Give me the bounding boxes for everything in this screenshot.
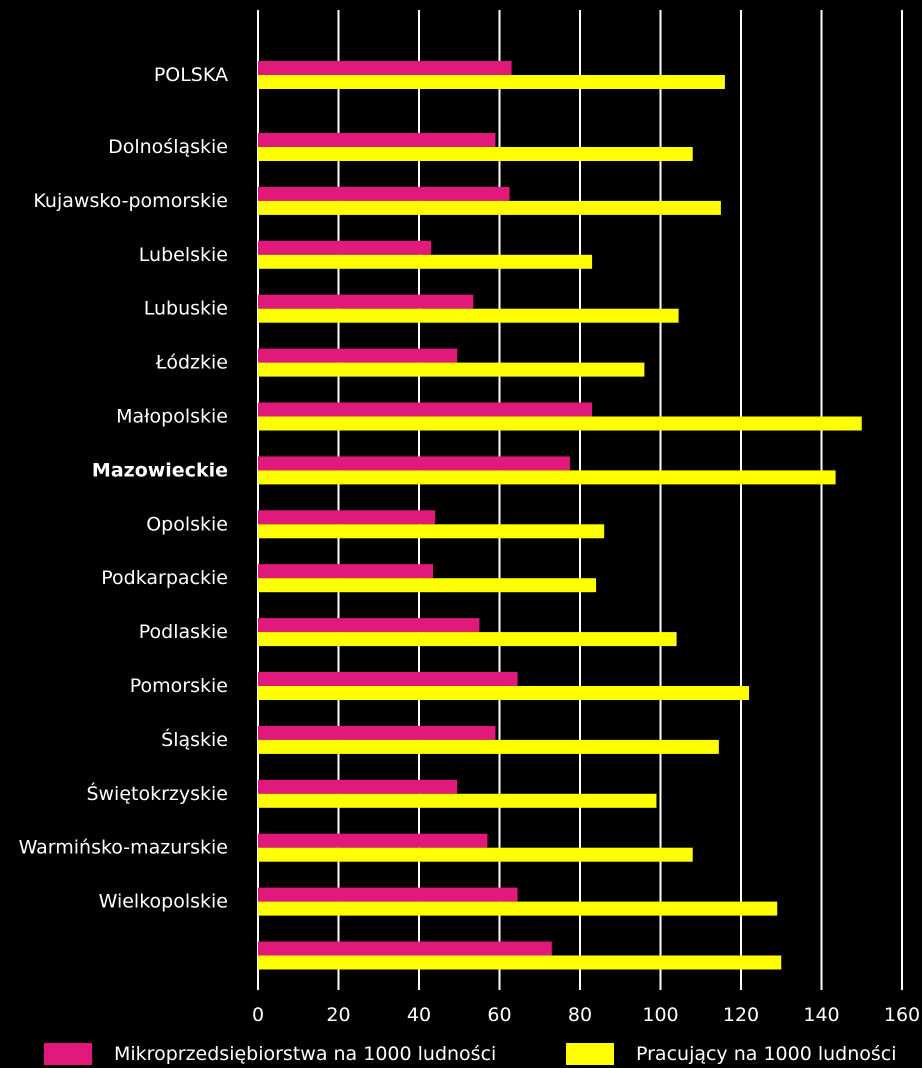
category-label: Opolskie bbox=[146, 513, 228, 535]
category-label: Podlaskie bbox=[139, 621, 228, 643]
category-label: Łódzkie bbox=[155, 352, 228, 374]
category-label: Wielkopolskie bbox=[99, 891, 228, 913]
bar-mikro bbox=[258, 348, 458, 363]
bar-pracujacy bbox=[258, 955, 782, 970]
category-label: POLSKA bbox=[154, 64, 228, 86]
bar-pracujacy bbox=[258, 793, 657, 808]
x-tick-label: 80 bbox=[568, 1004, 592, 1026]
category-label: Warmińsko-mazurskie bbox=[19, 837, 228, 859]
legend-label-pracujacy: Pracujący na 1000 ludności bbox=[636, 1043, 897, 1065]
bar-pracujacy bbox=[258, 308, 679, 323]
bar-mikro bbox=[258, 186, 510, 201]
legend-swatch-mikro bbox=[44, 1043, 92, 1065]
x-axis-tick-labels: 0 20 40 60 80 100 120 140 160 bbox=[252, 1004, 920, 1026]
category-label: Pomorskie bbox=[130, 675, 228, 697]
x-tick-label: 60 bbox=[487, 1004, 511, 1026]
bar-pracujacy bbox=[258, 362, 645, 377]
category-label: Śląskie bbox=[161, 727, 228, 751]
bar-mikro bbox=[258, 294, 474, 309]
bar-pracujacy bbox=[258, 632, 677, 647]
bar-mikro bbox=[258, 61, 512, 75]
category-label: Lubuskie bbox=[144, 298, 228, 320]
legend: Mikroprzedsiębiorstwa na 1000 ludności P… bbox=[0, 1040, 922, 1068]
bar-pracujacy bbox=[258, 416, 862, 431]
legend-item-pracujacy: Pracujący na 1000 ludności bbox=[566, 1040, 897, 1068]
bar-pracujacy bbox=[258, 578, 597, 593]
category-label: Lubelskie bbox=[139, 244, 228, 266]
bar-mikro bbox=[258, 240, 432, 255]
x-tick-label: 0 bbox=[252, 1004, 264, 1026]
bar-mikro bbox=[258, 402, 593, 417]
bar-mikro bbox=[258, 725, 496, 740]
category-label: Kujawsko-pomorskie bbox=[33, 190, 228, 212]
bar-pracujacy bbox=[258, 200, 721, 215]
legend-swatch-pracujacy bbox=[566, 1043, 614, 1065]
bar-mikro bbox=[258, 133, 496, 147]
category-label: Mazowieckie bbox=[92, 459, 228, 481]
bars bbox=[258, 61, 862, 970]
x-tick-label: 120 bbox=[723, 1004, 759, 1026]
bar-pracujacy bbox=[258, 470, 836, 485]
bar-pracujacy bbox=[258, 147, 693, 161]
bar-mikro bbox=[258, 779, 458, 794]
x-tick-label: 140 bbox=[803, 1004, 839, 1026]
category-label: Świętokrzyskie bbox=[86, 781, 228, 805]
x-tick-label: 100 bbox=[642, 1004, 678, 1026]
bar-pracujacy bbox=[258, 524, 605, 539]
category-label: Dolnośląskie bbox=[108, 136, 228, 158]
x-tick-label: 20 bbox=[326, 1004, 350, 1026]
grid-lines bbox=[257, 10, 903, 990]
bar-pracujacy bbox=[258, 739, 719, 754]
legend-label-mikro: Mikroprzedsiębiorstwa na 1000 ludności bbox=[114, 1043, 497, 1065]
category-labels: POLSKA Dolnośląskie Kujawsko-pomorskie Lube… bbox=[19, 64, 228, 913]
category-label: Podkarpackie bbox=[101, 567, 228, 589]
bar-mikro bbox=[258, 564, 434, 579]
bar-pracujacy bbox=[258, 686, 750, 700]
bar-pracujacy bbox=[258, 901, 778, 916]
bar-mikro bbox=[258, 887, 518, 902]
category-label: Małopolskie bbox=[116, 406, 228, 428]
bar-mikro bbox=[258, 833, 488, 848]
x-tick-label: 40 bbox=[407, 1004, 431, 1026]
bar-mikro bbox=[258, 618, 480, 633]
bar-pracujacy bbox=[258, 75, 725, 89]
legend-item-mikro: Mikroprzedsiębiorstwa na 1000 ludności bbox=[44, 1040, 496, 1068]
bar-mikro bbox=[258, 941, 552, 956]
bar-pracujacy bbox=[258, 254, 593, 269]
bar-mikro bbox=[258, 510, 436, 525]
x-tick-label: 160 bbox=[884, 1004, 920, 1026]
bar-pracujacy bbox=[258, 847, 693, 862]
bar-mikro bbox=[258, 672, 518, 686]
bar-mikro bbox=[258, 456, 570, 471]
